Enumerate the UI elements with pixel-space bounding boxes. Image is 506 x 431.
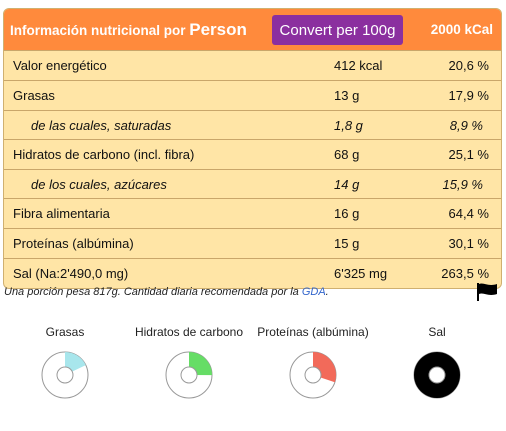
row-name: Hidratos de carbono (incl. fibra) <box>13 147 195 162</box>
table-row: de las cuales, saturadas 1,8 g 8,9 % <box>4 110 501 139</box>
row-percent: 20,6 % <box>448 58 489 73</box>
row-amount: 412 kcal <box>334 58 383 73</box>
table-row: Valor energético 412 kcal 20,6 % <box>4 50 501 80</box>
row-percent: 64,4 % <box>448 206 489 221</box>
table-row: Fibra alimentaria 16 g 64,4 % <box>4 198 501 228</box>
row-amount: 15 g <box>334 236 360 251</box>
gauge-ring <box>41 351 89 399</box>
table-row: Proteínas (albúmina) 15 g 30,1 % <box>4 228 501 258</box>
gauge-proteinas: Proteínas (albúmina) <box>253 325 373 406</box>
gauge-sal: Sal <box>377 325 497 406</box>
footnote-end: . <box>325 286 329 298</box>
row-percent: 30,1 % <box>448 236 489 251</box>
row-amount: 1,8 g <box>334 117 363 133</box>
header-title-person: Person <box>189 19 247 39</box>
gauge-label: Proteínas (albúmina) <box>257 325 369 339</box>
footnote-text: Una porción pesa 817g. Cantidad diaria r… <box>4 286 302 298</box>
row-amount: 6'325 mg <box>334 266 388 281</box>
gauge-label: Hidratos de carbono <box>134 325 244 339</box>
header-title-prefix: Información nutricional por <box>10 22 190 38</box>
row-name: de los cuales, azúcares <box>31 176 167 192</box>
row-name: de las cuales, saturadas <box>31 117 172 133</box>
gauge-ring <box>289 351 337 399</box>
table-row: de los cuales, azúcares 14 g 15,9 % <box>4 169 501 198</box>
table-row: Sal (Na:2'490,0 mg) 6'325 mg 263,5 % <box>4 258 501 288</box>
row-amount: 14 g <box>334 176 360 192</box>
flag-icon[interactable] <box>476 282 498 302</box>
table-row: Grasas 13 g 17,9 % <box>4 80 501 110</box>
row-name: Fibra alimentaria <box>13 206 110 221</box>
gauge-ring <box>165 351 213 399</box>
table-header: Información nutricional por Person Conve… <box>4 9 501 50</box>
header-title: Información nutricional por Person <box>10 20 247 40</box>
row-percent: 15,9 % <box>442 176 483 192</box>
nutrition-table: Información nutricional por Person Conve… <box>3 8 502 289</box>
row-name: Sal (Na:2'490,0 mg) <box>13 266 129 281</box>
row-percent: 263,5 % <box>441 266 489 281</box>
kcal-reference: 2000 kCal <box>430 22 493 37</box>
row-name: Valor energético <box>13 58 107 73</box>
gauge-hidratos: Hidratos de carbono <box>129 325 249 406</box>
row-name: Grasas <box>13 88 55 103</box>
row-percent: 17,9 % <box>448 88 489 103</box>
table-row: Hidratos de carbono (incl. fibra) 68 g 2… <box>4 139 501 169</box>
row-amount: 13 g <box>334 88 360 103</box>
row-percent: 8,9 % <box>449 117 483 133</box>
gauge-label: Sal <box>428 325 446 339</box>
row-amount: 16 g <box>334 206 360 221</box>
row-amount: 68 g <box>334 147 360 162</box>
gda-link[interactable]: GDA <box>301 286 326 298</box>
row-percent: 25,1 % <box>448 147 489 162</box>
gauge-label: Grasas <box>45 325 85 339</box>
footnote: Una porción pesa 817g. Cantidad diaria r… <box>4 286 329 298</box>
row-name: Proteínas (albúmina) <box>13 236 134 251</box>
gauge-grasas: Grasas <box>5 325 125 406</box>
gauge-ring <box>413 351 461 399</box>
convert-per-100g-button[interactable]: Convert per 100g <box>272 15 403 45</box>
